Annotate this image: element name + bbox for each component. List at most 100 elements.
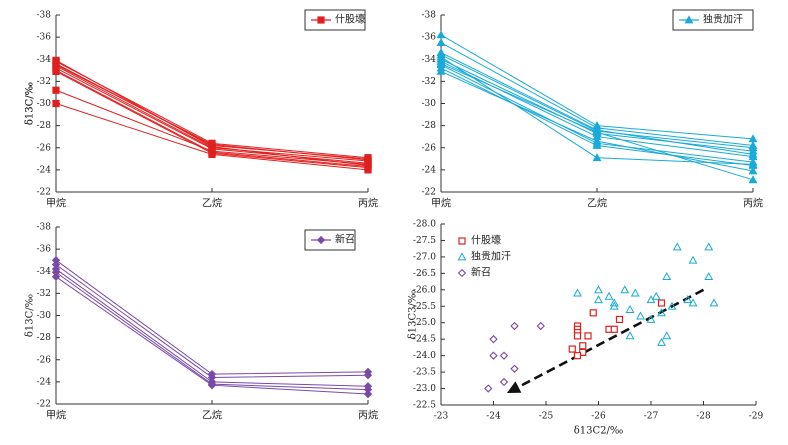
x-tick-label: 丙烷 [358, 409, 378, 422]
y-tick-label: -24 [37, 165, 52, 175]
y-tick-label: -26 [422, 143, 437, 153]
y-axis-label: δ13C/‰ [25, 294, 36, 337]
data-point [625, 331, 635, 340]
y-tick-label: -30 [37, 311, 52, 321]
data-point [748, 175, 758, 184]
legend-marker [457, 268, 467, 278]
x-tick-label: -24 [486, 412, 501, 422]
legend-marker [684, 15, 694, 24]
y-tick-label: -23.5 [413, 368, 436, 378]
y-axis-label: δ13C/‰ [25, 82, 36, 125]
data-point [592, 127, 602, 136]
data-point [52, 86, 60, 94]
legend-label: 什股壕 [471, 234, 501, 247]
data-point [208, 140, 216, 149]
y-tick-label: -30 [422, 99, 437, 109]
legend-marker [316, 235, 326, 245]
data-point [630, 288, 640, 297]
legend-marker [457, 252, 467, 261]
data-point [510, 321, 519, 331]
y-tick-label: -24 [422, 165, 437, 175]
y-tick-label: -36 [37, 245, 52, 255]
data-point [573, 288, 582, 297]
data-point [51, 272, 61, 281]
data-point [573, 352, 582, 360]
data-point [499, 351, 509, 360]
y-tick-label: -22 [37, 188, 52, 198]
data-point [672, 242, 682, 251]
y-tick-label: -26 [37, 355, 52, 365]
data-point [604, 291, 614, 300]
x-axis-label: δ13C2/‰ [574, 426, 624, 437]
data-point [363, 389, 373, 399]
data-point [748, 159, 758, 168]
data-point [489, 351, 498, 360]
y-tick-label: -23.0 [413, 384, 436, 394]
legend-label: 新召 [471, 266, 491, 279]
data-point [657, 299, 666, 307]
y-tick-label: -28.0 [413, 220, 436, 230]
legend-box [672, 9, 754, 31]
y-tick-label: -27.0 [413, 252, 436, 262]
legend-marker [458, 237, 466, 245]
data-point [436, 30, 446, 39]
data-point [489, 335, 498, 344]
data-point [610, 325, 618, 333]
x-tick-label: 甲烷 [46, 197, 66, 210]
data-point [52, 61, 60, 69]
y-tick-label: -24.0 [413, 351, 436, 361]
legend: 新召 [304, 229, 356, 251]
y-tick-label: -27.5 [413, 236, 436, 246]
trend-arrow [506, 288, 705, 394]
data-point [510, 364, 519, 373]
y-tick-label: -38 [422, 11, 437, 21]
y-tick-label: -36 [37, 33, 52, 43]
data-point [364, 164, 372, 172]
x-tick-label: 丙烷 [358, 197, 378, 210]
data-point [364, 156, 372, 164]
y-tick-label: -22 [37, 400, 52, 410]
data-point [589, 309, 597, 317]
y-tick-label: -28 [37, 121, 52, 131]
x-tick-label: -23 [434, 412, 449, 422]
data-point [688, 255, 698, 264]
data-point [52, 99, 60, 108]
data-point [609, 301, 619, 310]
legend-marker [317, 16, 325, 24]
y-tick-label: -22 [422, 188, 437, 198]
y-tick-label: -24 [37, 377, 52, 387]
data-point [499, 377, 509, 387]
data-point [662, 272, 672, 281]
data-point [436, 38, 446, 47]
x-tick-label: -29 [749, 412, 764, 422]
series-line [55, 259, 369, 375]
y-tick-label: -30 [37, 99, 52, 109]
data-point [484, 384, 493, 393]
x-tick-label: -26 [591, 412, 606, 422]
legend-label: 新召 [335, 233, 355, 246]
scatter-chart: -28.0 -27.5 -27.0 -26.5 -26.0 -25.5 -25.0 -24.5… [408, 220, 764, 437]
data-point [646, 314, 656, 323]
y-tick-label: -32 [37, 77, 52, 87]
data-point [709, 298, 719, 307]
data-point [207, 381, 217, 390]
data-point [657, 308, 666, 317]
data-point [536, 321, 545, 331]
data-point [667, 301, 677, 310]
x-tick-label: 乙烷 [202, 409, 222, 422]
legend-box [304, 9, 366, 31]
data-point [584, 332, 592, 340]
data-point [748, 166, 758, 175]
y-axis-label: δ13C/‰ [25, 82, 36, 125]
legend: 什股壕 [304, 9, 366, 31]
data-point [636, 311, 645, 320]
y-tick-label: -22.5 [413, 401, 436, 411]
data-point [592, 153, 602, 162]
data-point [436, 66, 446, 75]
x-tick-label: 乙烷 [202, 197, 222, 210]
legend-label: 独贵加汗 [471, 250, 511, 263]
data-point [52, 67, 60, 76]
data-point [651, 291, 661, 300]
